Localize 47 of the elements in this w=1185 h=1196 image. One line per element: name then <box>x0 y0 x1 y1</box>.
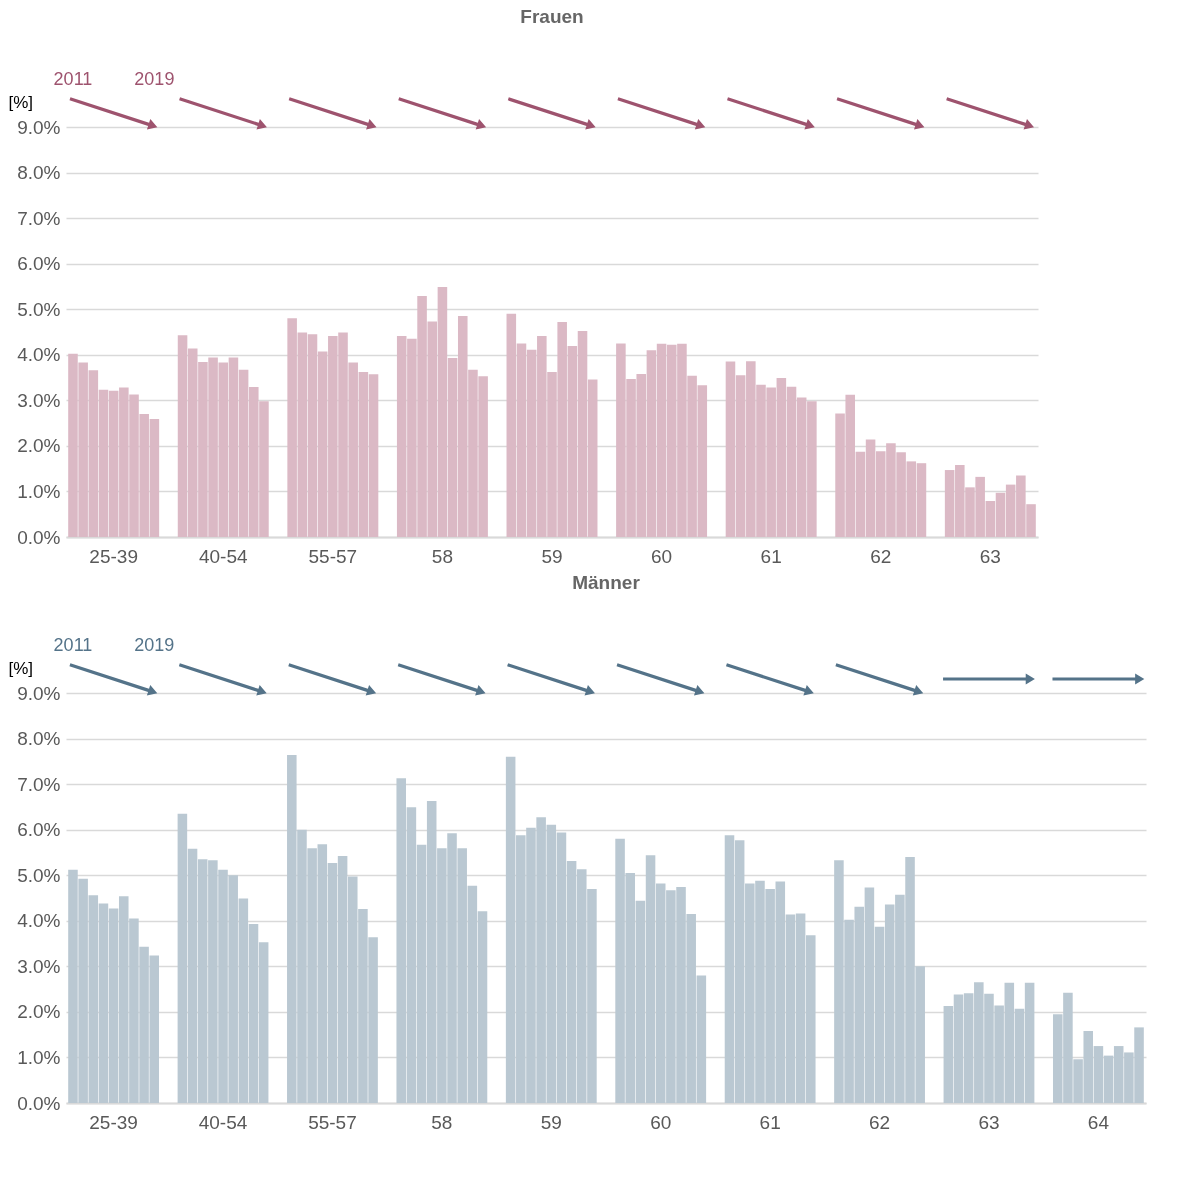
x-tick-label: 40-54 <box>198 545 248 567</box>
x-tick-label: 40-54 <box>198 1111 248 1133</box>
x-tick-label: 55-57 <box>308 1111 357 1133</box>
y-tick-label: 6.0% <box>17 819 61 841</box>
text: 2019 <box>134 635 175 655</box>
x-tick-label: 25-39 <box>89 1111 138 1133</box>
x-tick-label: 63 <box>979 545 1001 567</box>
x-tick-label: 25-39 <box>89 545 138 567</box>
chart-title: Männer <box>572 572 641 593</box>
y-tick-label: 1.0% <box>17 480 61 502</box>
y-axis-title: [%] <box>8 92 34 112</box>
y-tick-label: 2.0% <box>17 1001 61 1023</box>
x-tick-label: 62 <box>868 1111 891 1133</box>
y-tick-label: 9.0% <box>17 682 61 704</box>
x-tick-label: 61 <box>760 545 782 567</box>
y-tick-label: 8.0% <box>17 728 61 750</box>
y-tick-label: 9.0% <box>17 116 61 138</box>
x-tick-label: 60 <box>650 1111 672 1133</box>
y-tick-label: 3.0% <box>17 389 61 411</box>
x-tick-label: 59 <box>541 545 563 567</box>
y-tick-label: 7.0% <box>17 773 61 795</box>
y-tick-label: 6.0% <box>17 253 61 275</box>
y-tick-label: 7.0% <box>17 207 61 229</box>
x-tick-label: 62 <box>870 545 892 567</box>
y-tick-label: 4.0% <box>17 910 61 932</box>
y-tick-label: 0.0% <box>17 526 61 548</box>
text: 2019 <box>134 69 175 89</box>
text: 2011 <box>53 635 93 655</box>
y-tick-label: 8.0% <box>17 162 61 184</box>
y-tick-label: 4.0% <box>17 344 61 366</box>
y-tick-label: 1.0% <box>17 1046 61 1068</box>
x-tick-label: 64 <box>1087 1111 1110 1133</box>
y-tick-label: 3.0% <box>17 955 61 977</box>
y-axis-title: [%] <box>8 658 34 678</box>
x-tick-label: 58 <box>431 1111 453 1133</box>
y-tick-label: 2.0% <box>17 435 61 457</box>
x-tick-label: 59 <box>540 1111 562 1133</box>
x-tick-label: 58 <box>431 545 453 567</box>
x-tick-label: 61 <box>759 1111 781 1133</box>
x-tick-label: 60 <box>651 545 673 567</box>
text: 2011 <box>53 69 93 89</box>
y-tick-label: 5.0% <box>17 298 61 320</box>
y-tick-label: 0.0% <box>17 1092 61 1114</box>
y-tick-label: 5.0% <box>17 864 61 886</box>
chart-title: Frauen <box>520 6 584 27</box>
x-tick-label: 55-57 <box>308 545 358 567</box>
x-tick-label: 63 <box>978 1111 1000 1133</box>
